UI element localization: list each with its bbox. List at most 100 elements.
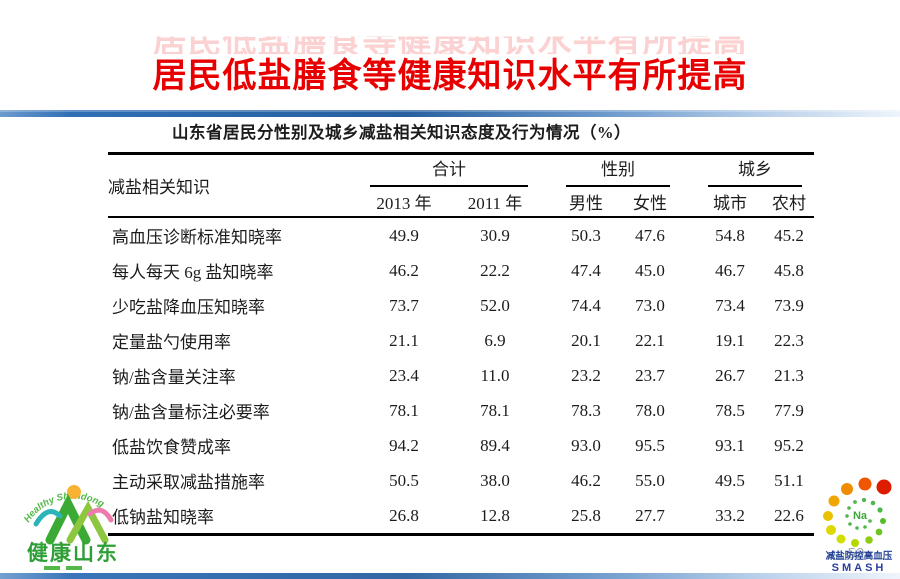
row-label: 少吃盐降血压知晓率 [112, 298, 265, 317]
cell: 73.9 [774, 295, 804, 315]
row-label: 钠/盐含量关注率 [112, 368, 236, 387]
row-label: 低钠盐知晓率 [112, 508, 214, 527]
gap-cell [682, 428, 696, 463]
gap-cell [682, 463, 696, 498]
cell: 6.9 [484, 330, 506, 350]
col-2013: 2013 年 [358, 187, 450, 218]
col-urban: 城市 [696, 187, 764, 218]
gap-cell [682, 393, 696, 428]
row-label: 每人每天 6g 盐知晓率 [112, 263, 274, 282]
cell: 78.1 [389, 400, 419, 420]
table-row: 每人每天 6g 盐知晓率 46.2 22.2 47.4 45.0 46.7 45… [108, 253, 814, 288]
cell: 78.5 [715, 400, 745, 420]
cell: 23.7 [635, 365, 665, 385]
cell: 49.9 [389, 225, 419, 245]
page-title: 居民低盐膳食等健康知识水平有所提高 [152, 57, 748, 95]
table-row: 高血压诊断标准知晓率 49.9 30.9 50.3 47.6 54.8 45.2 [108, 217, 814, 253]
cell: 46.7 [715, 260, 745, 280]
cell: 25.8 [571, 505, 601, 525]
cell: 73.0 [635, 295, 665, 315]
cell: 22.1 [635, 330, 665, 350]
cell: 45.2 [774, 225, 804, 245]
cell: 51.1 [774, 470, 804, 490]
row-label: 钠/盐含量标注必要率 [112, 403, 270, 422]
cell: 73.4 [715, 295, 745, 315]
cell: 93.0 [571, 435, 601, 455]
gap-cell [540, 253, 554, 288]
cell: 22.3 [774, 330, 804, 350]
data-table: 减盐相关知识 合计 性别 城乡 2013 年 2011 年 男性 女性 城市 农… [108, 152, 814, 536]
cell: 22.6 [774, 505, 804, 525]
gap-cell [682, 498, 696, 535]
cell: 26.8 [389, 505, 419, 525]
cell: 93.1 [715, 435, 745, 455]
cell: 45.0 [635, 260, 665, 280]
col-rural: 农村 [764, 187, 814, 218]
gap-cell [540, 358, 554, 393]
col-male: 男性 [554, 187, 618, 218]
cell: 30.9 [480, 225, 510, 245]
cell: 21.1 [389, 330, 419, 350]
cell: 78.1 [480, 400, 510, 420]
cell: 11.0 [480, 365, 510, 385]
logo-name-text: 健康山东 [27, 541, 119, 565]
group-total: 合计 [358, 154, 540, 187]
table-row: 低钠盐知晓率 26.8 12.8 25.8 27.7 33.2 22.6 [108, 498, 814, 535]
cell: 19.1 [715, 330, 745, 350]
title-ghost: 居民低盐膳食等健康知识水平有所提高 [152, 23, 748, 61]
col-female: 女性 [618, 187, 682, 218]
cell: 52.0 [480, 295, 510, 315]
cell: 89.4 [480, 435, 510, 455]
group-gender: 性别 [554, 154, 682, 187]
cell: 20.1 [571, 330, 601, 350]
table-row: 定量盐勺使用率 21.1 6.9 20.1 22.1 19.1 22.3 [108, 323, 814, 358]
gap-cell [540, 463, 554, 498]
gap-cell [540, 323, 554, 358]
smash-logo-icon: Na 52 减盐防控高血压 SMASH [823, 477, 893, 574]
table-section: 山东省居民分性别及城乡减盐相关知识态度及行为情况（%） 减盐相关知识 合计 性别… [108, 119, 814, 536]
cell: 46.2 [389, 260, 419, 280]
cell: 54.8 [715, 225, 745, 245]
logo-na-text: Na [853, 510, 868, 522]
table-caption: 山东省居民分性别及城乡减盐相关知识态度及行为情况（%） [172, 123, 631, 142]
row-label: 高血压诊断标准知晓率 [112, 228, 282, 247]
table-row: 少吃盐降血压知晓率 73.7 52.0 74.4 73.0 73.4 73.9 [108, 288, 814, 323]
header-row-groups: 减盐相关知识 合计 性别 城乡 [108, 153, 814, 218]
logo-line1-text: 减盐防控高血压 [826, 550, 893, 562]
gap-cell [540, 217, 554, 253]
cell: 38.0 [480, 470, 510, 490]
cell: 33.2 [715, 505, 745, 525]
title-divider [0, 110, 900, 117]
cell: 78.3 [571, 400, 601, 420]
logo-line2-text: SMASH [832, 562, 887, 574]
cell: 49.5 [715, 470, 745, 490]
cell: 50.5 [389, 470, 419, 490]
gap-cell [540, 428, 554, 463]
gap-cell [682, 323, 696, 358]
cell: 77.9 [774, 400, 804, 420]
cell: 47.4 [571, 260, 601, 280]
logo-subtext-marks [44, 566, 82, 570]
cell: 47.6 [635, 225, 665, 245]
table-row: 钠/盐含量标注必要率 78.1 78.1 78.3 78.0 78.5 77.9 [108, 393, 814, 428]
cell: 12.8 [480, 505, 510, 525]
cell: 45.8 [774, 260, 804, 280]
cell: 74.4 [571, 295, 601, 315]
cell: 23.2 [571, 365, 601, 385]
column-gap [682, 153, 696, 218]
gap-cell [682, 288, 696, 323]
cell: 27.7 [635, 505, 665, 525]
cell: 50.3 [571, 225, 601, 245]
healthy-shandong-logo-icon: Healthy Shandong 健康山东 [22, 485, 119, 570]
gap-cell [540, 498, 554, 535]
cell: 46.2 [571, 470, 601, 490]
cell: 73.7 [389, 295, 419, 315]
row-label: 定量盐勺使用率 [112, 333, 231, 352]
row-header: 减盐相关知识 [108, 153, 358, 218]
footer-divider [0, 573, 900, 579]
cell: 55.0 [635, 470, 665, 490]
row-label: 低盐饮食赞成率 [112, 438, 231, 457]
cell: 26.7 [715, 365, 745, 385]
table-row: 钠/盐含量关注率 23.4 11.0 23.2 23.7 26.7 21.3 [108, 358, 814, 393]
